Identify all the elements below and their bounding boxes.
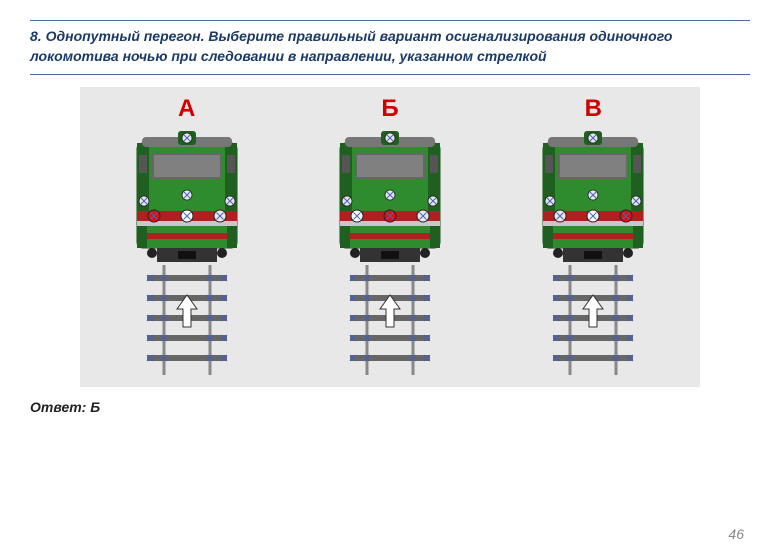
option-label: В [585, 95, 602, 123]
option-label: Б [381, 95, 398, 123]
option-label: А [178, 95, 195, 123]
diagram-area: А [80, 87, 700, 387]
loco-option-1[interactable]: Б [295, 95, 485, 375]
loco-option-2[interactable]: В [498, 95, 688, 375]
loco-option-0[interactable]: А [92, 95, 282, 375]
loco-diagram [508, 125, 678, 375]
loco-diagram [102, 125, 272, 375]
loco-diagram [305, 125, 475, 375]
answer-text: Ответ: Б [30, 399, 750, 415]
header-divider [30, 20, 750, 21]
question-text: 8. Однопутный перегон. Выберите правильн… [30, 27, 750, 75]
